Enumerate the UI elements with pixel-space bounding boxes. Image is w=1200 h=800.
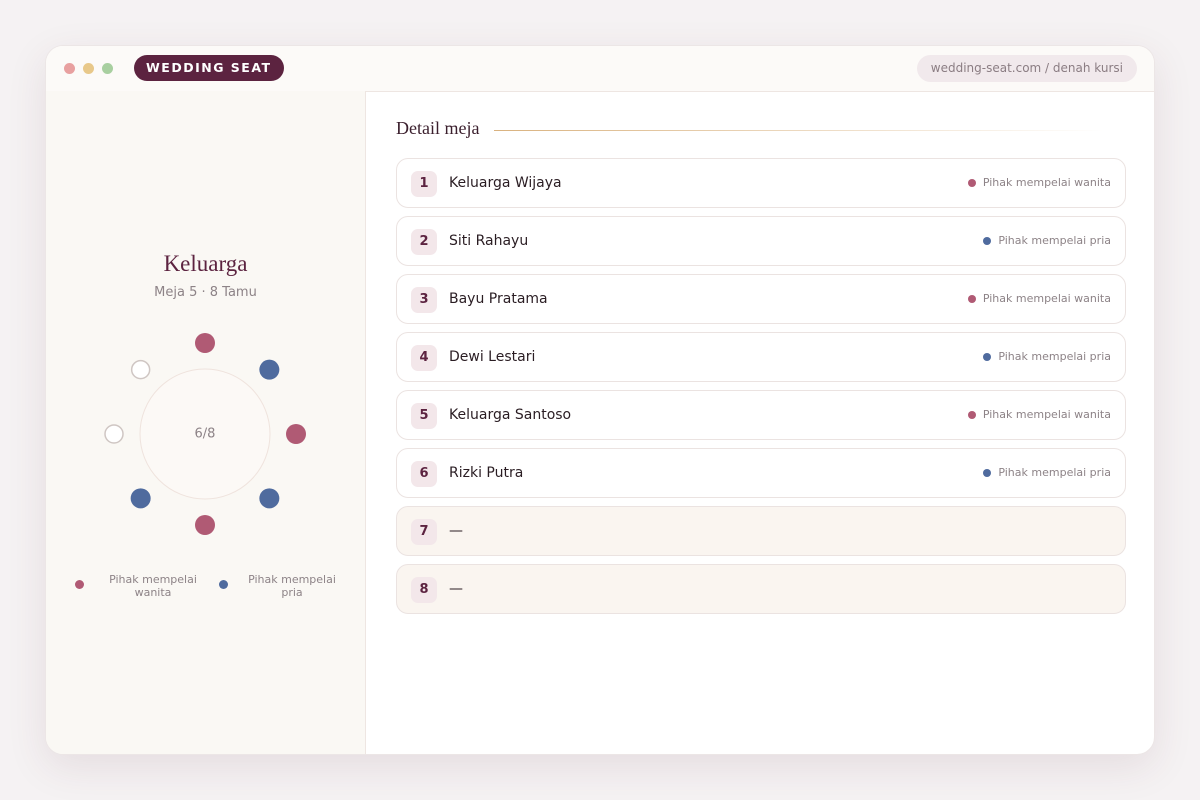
seat-number: 8 — [411, 577, 437, 603]
guest-row[interactable]: 8— — [396, 564, 1126, 614]
url: wedding-seat.com / denah kursi — [916, 55, 1137, 82]
seat-number: 7 — [411, 519, 437, 545]
seat-number: 1 — [411, 171, 437, 197]
window-dot[interactable] — [102, 63, 113, 74]
legend-dot — [219, 580, 228, 589]
window-dot[interactable] — [83, 63, 94, 74]
table — [139, 368, 271, 500]
side-dot — [983, 353, 992, 361]
legend-label: Pihak mempelai wanita — [109, 573, 197, 599]
seat-number: 4 — [411, 345, 437, 371]
seat-diagram: 6/8 — [104, 333, 306, 535]
guest-name: Rizki Putra — [449, 465, 524, 481]
seat-number: 6 — [411, 461, 437, 487]
guest-name: Bayu Pratama — [449, 291, 548, 307]
guest-row[interactable]: 3 Bayu Pratama Pihak mempelai wanita — [396, 274, 1126, 324]
side-dot — [983, 237, 992, 245]
side-dot — [967, 411, 976, 419]
side-label: Pihak mempelai pria — [983, 333, 1111, 381]
table-subtitle: Meja 5 · 8 Tamu — [154, 285, 257, 300]
side-label: Pihak mempelai pria — [983, 217, 1111, 265]
seat-number: 5 — [411, 403, 437, 429]
guest-name: — — [449, 523, 463, 539]
table-title: Keluarga — [163, 251, 248, 276]
detail-title: Detail meja — [396, 118, 480, 138]
guest-row[interactable]: 2 Siti Rahayu Pihak mempelai pria — [396, 216, 1126, 266]
guest-name: Dewi Lestari — [449, 349, 536, 365]
seat[interactable] — [286, 424, 306, 444]
guest-row[interactable]: 6 Rizki Putra Pihak mempelai pria — [396, 448, 1126, 498]
seat[interactable] — [130, 488, 151, 509]
side-dot — [967, 295, 976, 303]
side-dot — [967, 179, 976, 187]
title-bar: WEDDING SEAT wedding-seat.com / denah ku… — [46, 46, 1154, 92]
legend-dot — [75, 580, 84, 589]
seat[interactable] — [104, 424, 124, 444]
side-label: Pihak mempelai pria — [983, 449, 1111, 497]
seating-panel: Keluarga Meja 5 · 8 Tamu 6/8 Pihak mempe… — [46, 91, 366, 754]
side-label: Pihak mempelai wanita — [967, 391, 1111, 439]
occupancy: 6/8 — [195, 427, 216, 442]
window-dot[interactable] — [64, 63, 75, 74]
seat[interactable] — [130, 359, 151, 380]
guest-row[interactable]: 1 Keluarga Wijaya Pihak mempelai wanita — [396, 158, 1126, 208]
guest-row[interactable]: 5 Keluarga Santoso Pihak mempelai wanita — [396, 390, 1126, 440]
seat[interactable] — [259, 488, 280, 509]
guest-row[interactable]: 4 Dewi Lestari Pihak mempelai pria — [396, 332, 1126, 382]
side-dot — [983, 469, 992, 477]
seat-number: 2 — [411, 229, 437, 255]
divider — [494, 130, 1104, 131]
guest-row[interactable]: 7— — [396, 506, 1126, 556]
brand: WEDDING SEAT — [134, 55, 284, 81]
seat[interactable] — [195, 515, 215, 535]
seat-number: 3 — [411, 287, 437, 313]
guest-name: — — [449, 581, 463, 597]
guest-name: Keluarga Wijaya — [449, 175, 562, 191]
seat[interactable] — [259, 359, 280, 380]
app-window: WEDDING SEAT wedding-seat.com / denah ku… — [45, 45, 1155, 755]
side-label: Pihak mempelai wanita — [967, 275, 1111, 323]
guest-name: Keluarga Santoso — [449, 407, 572, 423]
guest-name: Siti Rahayu — [449, 233, 529, 249]
seat[interactable] — [195, 333, 215, 353]
legend-label: Pihak mempelai pria — [248, 573, 336, 599]
side-label: Pihak mempelai wanita — [967, 159, 1111, 207]
